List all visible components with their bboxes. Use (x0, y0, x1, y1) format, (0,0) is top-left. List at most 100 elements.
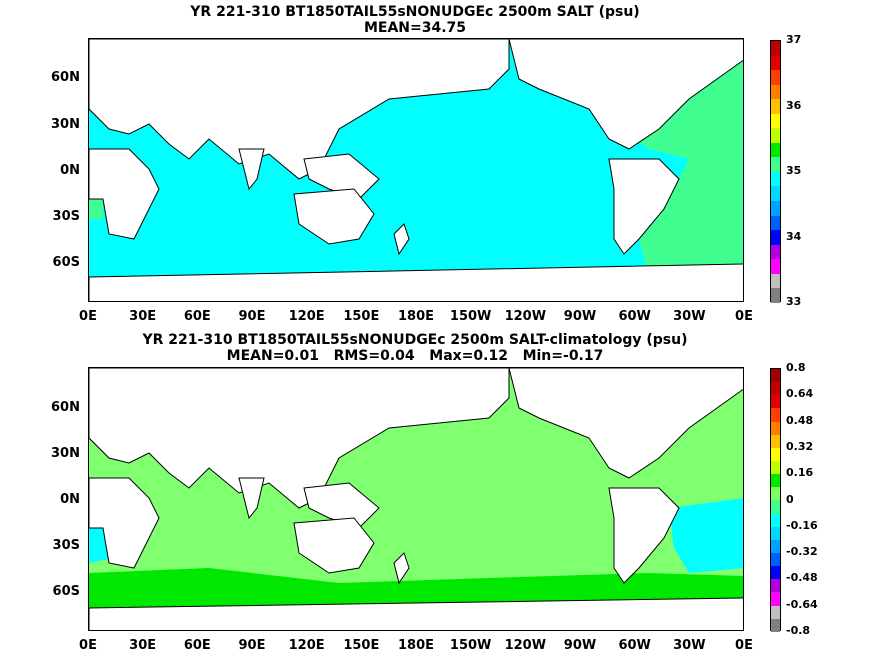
panel1-colorbar-label: 35 (786, 164, 802, 177)
panel1-xlabel: 150W (449, 309, 492, 324)
panel2-colorbar-segment (771, 395, 780, 409)
panel1-xlabel: 90E (238, 309, 266, 324)
panel2-xlabel: 90E (238, 638, 266, 653)
panel1-colorbar-label: 34 (786, 229, 802, 243)
south-america-landmass (608, 158, 680, 255)
panel2-colorbar-segment (771, 408, 780, 422)
india-landmass (238, 148, 265, 191)
north-america-landmass (508, 368, 743, 479)
panel2-map (88, 367, 744, 631)
panel1-title-line1: YR 221-310 BT1850TAIL55sNONUDGEc 2500m S… (190, 4, 640, 20)
panel1-xlabel: 60E (183, 309, 211, 324)
panel2-xlabel: 90W (563, 638, 597, 653)
new-zealand-landmass (393, 223, 410, 256)
panel1-colorbar-segment (771, 113, 780, 129)
panel2-xlabel: 150E (343, 638, 380, 653)
panel2-ylabel-60n: 60N (51, 400, 80, 415)
cyan-anomaly-atlantic (669, 498, 743, 573)
panel2-colorbar-segment (771, 500, 780, 514)
panel1-colorbar-segment (771, 230, 780, 245)
panel2-colorbar-label: 0.16 (786, 466, 814, 480)
panel2-xlabel: 60W (618, 638, 651, 653)
panel2-colorbar-segment (771, 513, 780, 527)
panel1-xlabel: 90W (563, 309, 597, 324)
africa-landmass (89, 148, 160, 240)
panel1-colorbar-label: 33 (786, 295, 802, 308)
panel1-colorbar-label: 36 (786, 98, 802, 112)
panel1-colorbar-segment (771, 142, 780, 158)
panel2-ylabel-30s: 30S (52, 538, 80, 553)
panel2-colorbar-label: 0.32 (786, 439, 814, 453)
south-america-landmass (608, 487, 680, 584)
panel2-colorbar-segment (771, 434, 780, 448)
africa-landmass (89, 477, 160, 569)
panel2-colorbar-segment (771, 526, 780, 540)
panel1-colorbar-segment (771, 157, 780, 172)
panel1-xlabel: 0E (79, 309, 97, 324)
panel2-ylabel-60s: 60S (52, 584, 80, 599)
panel1-colorbar-segment (771, 259, 780, 274)
panel1-title-line2: MEAN=34.75 (363, 20, 467, 36)
panel2-colorbar-segment (771, 579, 780, 593)
panel1-ylabel-60n: 60N (51, 70, 80, 85)
panel2-colorbar-segment (771, 605, 780, 619)
panel1-colorbar-segment (771, 41, 780, 56)
panel2-colorbar-segment (771, 460, 780, 475)
panel2-xlabel: 150W (449, 638, 492, 653)
panel1-colorbar-segment (771, 55, 780, 71)
panel1-colorbar-segment (771, 244, 780, 260)
panel1-colorbar-segment (771, 288, 780, 303)
panel2-colorbar-label: 0.64 (786, 387, 814, 401)
land-masses (89, 39, 743, 301)
panel1-map-svg (89, 39, 743, 301)
panel2-map-svg (89, 368, 743, 630)
panel1-colorbar-segment (771, 215, 780, 231)
panel2-colorbar-segment (771, 447, 780, 461)
panel1-ylabel-30s: 30S (52, 209, 80, 224)
panel2-xlabel: 120W (504, 638, 547, 653)
panel2-xlabel: 0E (79, 638, 97, 653)
panel1-colorbar-segment (771, 84, 780, 100)
australia-landmass (293, 188, 375, 245)
antarctica-landmass (89, 597, 743, 630)
panel1-colorbar-label: 37 (786, 33, 802, 46)
panel2-xlabel: 180E (397, 638, 435, 653)
panel2-colorbar-label: -0.16 (786, 518, 818, 532)
new-zealand-landmass (393, 552, 410, 585)
panel2-colorbar-label: -0.8 (786, 624, 811, 637)
antarctica-landmass (89, 263, 743, 301)
panel2-xlabel: 30W (673, 638, 706, 653)
panel1-colorbar-segment (771, 70, 780, 85)
panel2-title-line2: MEAN=0.01 RMS=0.04 Max=0.12 Min=-0.17 (226, 348, 604, 364)
panel2-xlabel: 120E (288, 638, 325, 653)
panel1-colorbar-segment (771, 201, 780, 216)
green-anomaly-south (89, 568, 743, 608)
panel1-map (88, 38, 744, 302)
panel2-colorbar-label: -0.64 (786, 597, 818, 611)
panel2-colorbar-segment (771, 592, 780, 606)
panel1-ylabel-60s: 60S (52, 255, 80, 270)
panel2-colorbar-segment (771, 566, 780, 580)
panel1-colorbar-segment (771, 99, 780, 114)
panel2-colorbar-label: -0.48 (786, 571, 818, 585)
india-landmass (238, 477, 265, 520)
panel2-colorbar-segment (771, 618, 780, 632)
panel2-colorbar-segment (771, 421, 780, 435)
panel1-ylabel-0n: 0N (60, 163, 80, 178)
panel2-xlabel: 0E (735, 638, 753, 653)
panel2-colorbar-segment (771, 369, 780, 383)
panel2-colorbar-label: -0.32 (786, 545, 818, 559)
panel1-xlabel: 60W (618, 309, 651, 324)
panel1-colorbar-segment (771, 273, 780, 289)
panel2-ylabel-30n: 30N (51, 446, 80, 461)
panel1-xlabel: 30W (673, 309, 706, 324)
panel1-colorbar-segment (771, 186, 780, 202)
panel1-colorbar (770, 40, 781, 303)
panel1-colorbar-segment (771, 171, 780, 187)
panel1-ylabel-30n: 30N (51, 117, 80, 132)
panel2-xlabel: 30E (129, 638, 157, 653)
panel1-xlabel: 120W (504, 309, 547, 324)
panel2-colorbar (770, 368, 781, 632)
australia-landmass (293, 517, 375, 574)
panel2-colorbar-label: 0.8 (786, 361, 806, 374)
